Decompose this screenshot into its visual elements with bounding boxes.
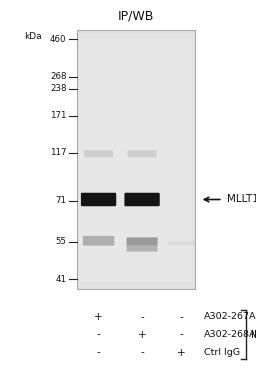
Text: -: - xyxy=(140,348,144,357)
Text: IP: IP xyxy=(251,330,256,340)
Text: 238: 238 xyxy=(50,84,67,93)
Text: -: - xyxy=(97,348,100,357)
FancyBboxPatch shape xyxy=(127,237,158,245)
Text: MLLT1: MLLT1 xyxy=(227,195,256,204)
Text: 268: 268 xyxy=(50,72,67,81)
Text: 460: 460 xyxy=(50,35,67,44)
Text: 55: 55 xyxy=(56,237,67,246)
Text: kDa: kDa xyxy=(25,32,42,41)
Text: 171: 171 xyxy=(50,111,67,120)
Text: A302-268A: A302-268A xyxy=(204,330,256,339)
Text: 41: 41 xyxy=(56,274,67,284)
Text: +: + xyxy=(94,312,103,322)
FancyBboxPatch shape xyxy=(83,236,114,246)
FancyBboxPatch shape xyxy=(81,193,116,206)
Text: -: - xyxy=(180,330,184,339)
Bar xyxy=(77,30,195,289)
FancyBboxPatch shape xyxy=(127,150,157,158)
FancyBboxPatch shape xyxy=(84,150,113,158)
Text: -: - xyxy=(97,330,100,339)
Text: +: + xyxy=(177,348,186,357)
Text: 117: 117 xyxy=(50,148,67,157)
Text: -: - xyxy=(140,312,144,322)
FancyBboxPatch shape xyxy=(124,193,160,206)
FancyBboxPatch shape xyxy=(127,245,158,252)
Text: 71: 71 xyxy=(56,196,67,205)
Text: -: - xyxy=(180,312,184,322)
Text: A302-267A: A302-267A xyxy=(204,312,256,321)
Text: IP/WB: IP/WB xyxy=(118,9,154,22)
Text: Ctrl IgG: Ctrl IgG xyxy=(204,348,240,357)
FancyBboxPatch shape xyxy=(168,241,196,245)
Text: +: + xyxy=(138,330,146,339)
Bar xyxy=(79,38,192,281)
